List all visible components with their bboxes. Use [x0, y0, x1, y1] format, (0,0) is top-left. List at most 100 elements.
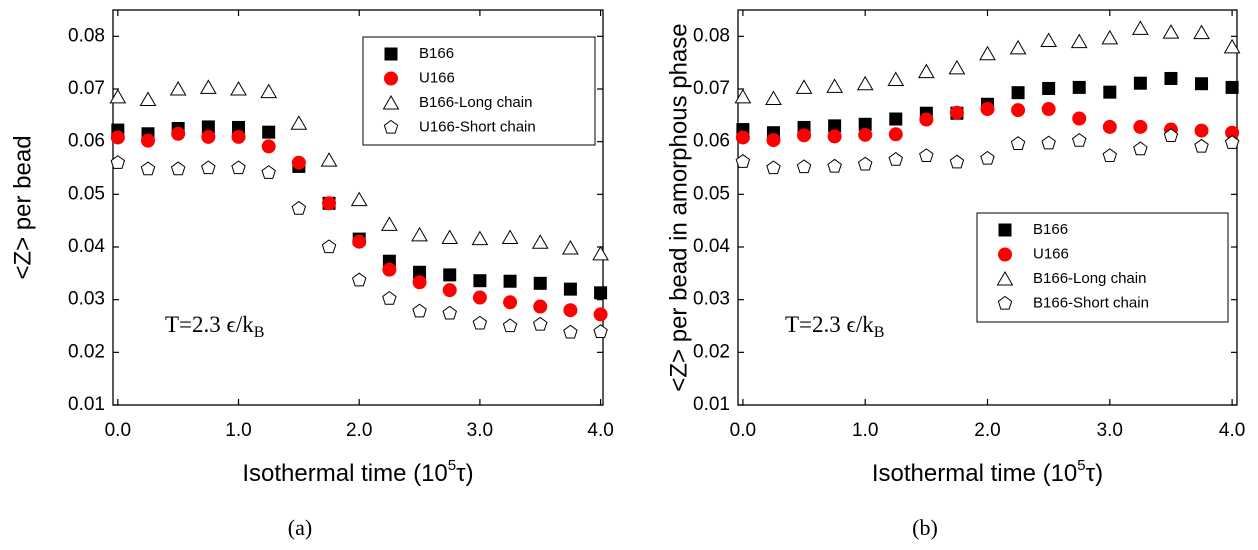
marker-pentagon: [593, 324, 608, 338]
legend-label: B166-Long chain: [419, 94, 532, 111]
marker-triangle: [1223, 38, 1241, 54]
marker-square: [1072, 80, 1086, 94]
legend-label: B166: [419, 45, 454, 62]
plot-frame: [112, 9, 604, 406]
marker-triangle: [996, 270, 1014, 286]
marker-triangle: [948, 59, 966, 75]
plot-frame: [737, 9, 1238, 406]
marker-circle: [472, 290, 487, 305]
marker-circle: [858, 127, 873, 142]
marker-triangle: [1162, 24, 1180, 39]
marker-circle: [827, 129, 842, 144]
y-tick-label: 0.04: [693, 236, 730, 257]
legend-label: B166: [1033, 221, 1068, 238]
marker-circle: [171, 126, 186, 141]
y-tick-label: 0.02: [693, 341, 730, 362]
marker-square: [473, 274, 487, 288]
legend-label: B166-Long chain: [1033, 270, 1146, 287]
marker-circle: [563, 303, 578, 318]
marker-triangle: [979, 45, 996, 61]
marker-square: [594, 286, 608, 300]
y-tick-label: 0.07: [68, 78, 105, 99]
y-tick-label: 0.06: [68, 131, 105, 152]
marker-square: [1042, 81, 1056, 95]
marker-triangle: [856, 75, 874, 91]
legend-box: [976, 212, 1229, 323]
marker-triangle: [531, 234, 549, 249]
marker-circle: [1041, 102, 1056, 117]
marker-square: [889, 112, 903, 126]
marker-circle: [888, 127, 903, 142]
marker-triangle: [1101, 29, 1119, 45]
marker-pentagon: [412, 303, 427, 318]
marker-triangle: [765, 90, 782, 105]
x-tick-label: 4.0: [587, 420, 613, 441]
marker-pentagon: [1224, 135, 1240, 149]
x-tick-label: 1.0: [852, 420, 878, 441]
x-axis-label: Isothermal time (105τ): [242, 457, 473, 487]
x-axis-label-sup: 5: [1077, 457, 1085, 474]
marker-triangle: [887, 71, 905, 87]
marker-triangle: [562, 240, 579, 255]
marker-triangle: [411, 226, 428, 242]
y-tick-label: 0.04: [68, 236, 105, 257]
marker-pentagon: [351, 272, 367, 287]
marker-pentagon: [110, 155, 126, 169]
marker-triangle: [441, 229, 459, 245]
marker-triangle: [109, 88, 127, 104]
marker-square: [1103, 85, 1117, 99]
marker-pentagon: [382, 290, 397, 305]
marker-circle: [322, 196, 337, 211]
marker-circle: [382, 262, 397, 277]
marker-circle: [735, 130, 750, 145]
marker-triangle: [1040, 32, 1058, 48]
marker-square: [533, 276, 547, 290]
marker-triangle: [260, 83, 278, 99]
legend-label: U166: [1033, 245, 1069, 262]
marker-pentagon: [321, 239, 337, 254]
marker-pentagon: [532, 316, 548, 331]
marker-triangle: [826, 78, 843, 93]
x-axis-label-text: Isothermal time (10: [872, 460, 1077, 487]
marker-square: [1164, 71, 1178, 85]
marker-square: [1011, 86, 1025, 100]
annotation: T=2.3 ϵ/kB: [165, 312, 264, 340]
x-tick-label: 3.0: [1097, 420, 1123, 441]
x-axis-label: Isothermal time (105τ): [872, 457, 1103, 487]
marker-triangle: [350, 191, 368, 207]
chart-panel: 0.01 0.02 0.03 0.04 0.05 0.06 0.07 0.08 0.0 1.0 2.…: [665, 9, 1245, 540]
y-axis-label: <Z> per bead in amorphous phase: [665, 23, 692, 391]
marker-square: [384, 47, 398, 61]
y-tick-label: 0.03: [693, 289, 730, 310]
marker-pentagon: [291, 200, 307, 215]
marker-triangle: [501, 229, 519, 245]
marker-triangle: [199, 79, 217, 94]
marker-triangle: [381, 216, 398, 231]
marker-pentagon: [201, 160, 216, 175]
marker-square: [1195, 77, 1209, 91]
marker-circle: [980, 102, 995, 117]
y-axis-label: <Z> per bead: [9, 135, 36, 279]
marker-circle: [998, 247, 1012, 262]
marker-square: [443, 268, 457, 282]
annotation: T=2.3 ϵ/kB: [785, 312, 884, 340]
y-tick-label: 0.01: [68, 394, 105, 415]
marker-pentagon: [857, 156, 873, 171]
legend-box: [362, 36, 596, 146]
marker-pentagon: [442, 305, 457, 320]
marker-square: [1225, 80, 1239, 94]
marker-triangle: [1009, 39, 1027, 55]
x-tick-label: 0.0: [105, 420, 131, 441]
marker-square: [563, 282, 577, 296]
marker-circle: [352, 234, 367, 249]
x-axis-label-tail: τ): [1086, 460, 1103, 487]
marker-circle: [1133, 119, 1148, 134]
marker-circle: [503, 295, 518, 310]
y-tick-label: 0.07: [693, 78, 730, 99]
marker-triangle: [592, 245, 609, 261]
y-tick-label: 0.05: [693, 183, 730, 204]
marker-triangle: [230, 80, 247, 96]
marker-pentagon: [1163, 128, 1179, 143]
marker-circle: [797, 128, 812, 143]
